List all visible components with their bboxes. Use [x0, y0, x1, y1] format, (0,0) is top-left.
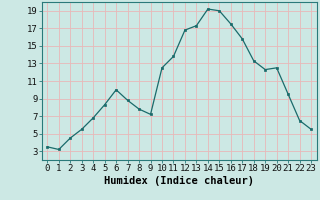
X-axis label: Humidex (Indice chaleur): Humidex (Indice chaleur): [104, 176, 254, 186]
